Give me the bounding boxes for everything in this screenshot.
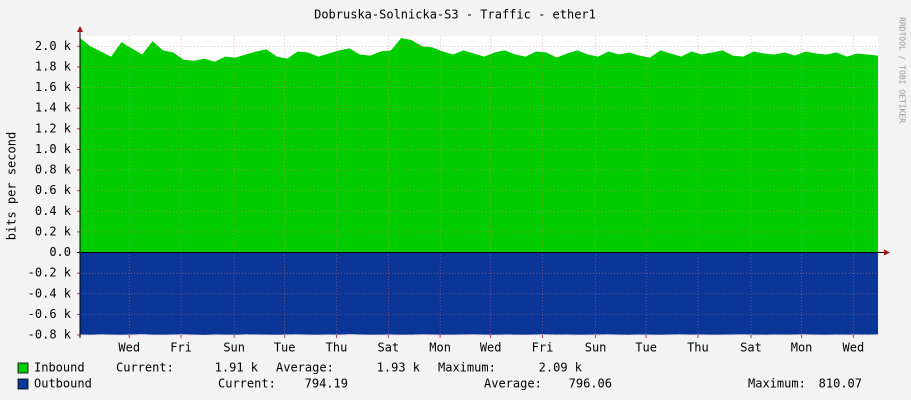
legend-label: Outbound — [34, 377, 92, 391]
legend-stat-label: Maximum: — [748, 377, 806, 391]
series-area — [80, 38, 878, 253]
y-axis-label: bits per second — [5, 132, 19, 240]
y-tick-label: -0.6 k — [28, 307, 72, 321]
legend-stat-value: 2.09 k — [539, 361, 583, 375]
y-tick-label: 0.4 k — [35, 204, 72, 218]
legend-stat-label: Average: — [484, 377, 542, 391]
legend-swatch — [17, 378, 29, 390]
x-tick-label: Wed — [480, 341, 502, 355]
legend-stat-value: 796.06 — [569, 377, 612, 391]
y-tick-label: 1.2 k — [35, 121, 72, 135]
x-tick-label: Tue — [274, 341, 296, 355]
y-tick-label: 0.8 k — [35, 163, 72, 177]
legend-stat-label: Average: — [276, 361, 334, 375]
legend-stat-label: Maximum: — [438, 361, 496, 375]
y-tick-label: 1.0 k — [35, 142, 72, 156]
legend-stat-value: 810.07 — [819, 377, 862, 391]
y-tick-label: 1.6 k — [35, 80, 72, 94]
y-tick-label: 1.8 k — [35, 59, 72, 73]
chart-title: Dobruska-Solnicka-S3 - Traffic - ether1 — [314, 8, 596, 22]
x-tick-label: Fri — [532, 341, 554, 355]
x-tick-label: Fri — [170, 341, 192, 355]
legend-label: Inbound — [34, 361, 85, 375]
x-tick-label: Thu — [687, 341, 709, 355]
y-tick-label: 1.4 k — [35, 101, 72, 115]
legend-swatch — [17, 362, 29, 374]
y-tick-label: 0.6 k — [35, 183, 72, 197]
legend-stat-label: Current: — [116, 361, 174, 375]
x-tick-label: Mon — [791, 341, 813, 355]
y-tick-label: -0.2 k — [28, 266, 72, 280]
y-tick-label: -0.4 k — [28, 286, 72, 300]
legend-stat-label: Current: — [218, 377, 276, 391]
legend-stat-value: 794.19 — [305, 377, 348, 391]
watermark: RRDTOOL / TOBI OETIKER — [898, 17, 907, 123]
y-tick-label: 0.2 k — [35, 224, 72, 238]
x-tick-label: Sun — [585, 341, 607, 355]
x-tick-label: Sat — [377, 341, 399, 355]
x-tick-label: Mon — [429, 341, 451, 355]
x-tick-label: Thu — [326, 341, 348, 355]
x-tick-label: Tue — [635, 341, 657, 355]
x-arrow — [884, 249, 890, 256]
y-tick-label: -0.8 k — [28, 328, 72, 342]
y-arrow — [77, 26, 83, 32]
x-tick-label: Sun — [223, 341, 245, 355]
legend-stat-value: 1.93 k — [377, 361, 421, 375]
x-tick-label: Sat — [740, 341, 762, 355]
x-tick-label: Wed — [843, 341, 865, 355]
y-tick-label: 2.0 k — [35, 39, 72, 53]
x-tick-label: Wed — [118, 341, 140, 355]
legend-stat-value: 1.91 k — [215, 361, 259, 375]
y-tick-label: 0.0 — [49, 245, 71, 259]
